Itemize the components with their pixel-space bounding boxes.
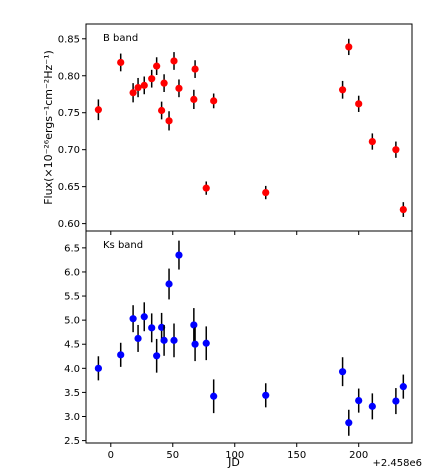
ks-band-data-point bbox=[345, 419, 353, 427]
b-band-y-tick-label: 0.65 bbox=[58, 182, 80, 193]
ks-band-data-point bbox=[129, 315, 137, 323]
b-band-data-point bbox=[134, 83, 142, 92]
b-band-x-ticks bbox=[110, 231, 360, 235]
b-band-data-point bbox=[355, 100, 363, 108]
ks-band-data-point bbox=[94, 364, 102, 372]
ks-band-y-tick-label: 3.5 bbox=[64, 388, 80, 399]
ks-band-data-point bbox=[190, 321, 198, 329]
ks-band-data-point bbox=[368, 402, 376, 410]
y-axis-label: Flux(×10⁻²⁶ergs⁻¹cm⁻²Hz⁻¹) bbox=[42, 50, 55, 205]
ks-band-data-point bbox=[153, 352, 161, 360]
ks-band-data-point bbox=[338, 368, 347, 376]
b-band-y-tick-label: 0.80 bbox=[58, 71, 80, 82]
b-band-data-point bbox=[345, 43, 353, 51]
ks-band-y-tick-label: 4.0 bbox=[64, 364, 80, 375]
ks-band-data-point bbox=[355, 397, 363, 405]
ks-band-data-point bbox=[140, 313, 148, 321]
b-band-data-point bbox=[190, 95, 198, 104]
ks-band-data-point bbox=[210, 392, 218, 400]
ks-band-y-tick-label: 6.5 bbox=[64, 243, 80, 254]
ks-band-data-point bbox=[191, 340, 199, 348]
b-band-label: B band bbox=[103, 33, 138, 44]
b-band-data-point bbox=[170, 57, 178, 65]
ks-band-data-point bbox=[175, 251, 183, 259]
b-band-y-tick-label: 0.70 bbox=[58, 145, 80, 156]
b-band-data-point bbox=[148, 75, 156, 83]
ks-band-x-tick-label: 150 bbox=[287, 450, 306, 461]
ks-band-y-tick-label: 2.5 bbox=[64, 436, 80, 447]
ks-band-label: Ks band bbox=[103, 240, 143, 251]
b-band-y-tick-label: 0.60 bbox=[58, 219, 80, 230]
b-band-data-points bbox=[94, 38, 407, 217]
ks-band-data-point bbox=[202, 339, 210, 347]
ks-band-data-point bbox=[170, 336, 178, 344]
ks-band-y-tick-label: 5.5 bbox=[64, 292, 80, 303]
b-band-data-point bbox=[338, 86, 347, 94]
ks-band-data-point bbox=[134, 334, 142, 343]
b-band-data-point bbox=[399, 205, 407, 214]
ks-band-x-tick-label: 100 bbox=[225, 450, 244, 461]
ks-band-x-tick-label: 50 bbox=[166, 450, 179, 461]
b-band-data-point bbox=[202, 184, 210, 192]
b-band-data-point bbox=[392, 146, 400, 154]
b-band-data-point bbox=[160, 79, 168, 87]
b-band-data-point bbox=[158, 106, 166, 115]
ks-band-x-ticks: 0 50 100 150 200 bbox=[108, 443, 368, 461]
b-band-y-tick-label: 0.85 bbox=[58, 34, 80, 45]
ks-band-y-tick-label: 4.5 bbox=[64, 340, 80, 351]
ks-band-data-points bbox=[94, 240, 407, 436]
b-band-data-point bbox=[210, 97, 218, 105]
b-band-data-point bbox=[262, 188, 270, 197]
b-band-data-point bbox=[94, 106, 102, 114]
b-band-data-point bbox=[153, 62, 161, 70]
ks-band-data-point bbox=[160, 336, 168, 344]
b-band-data-point bbox=[140, 81, 148, 89]
x-axis-label: JD bbox=[227, 456, 240, 469]
b-band-data-point bbox=[165, 117, 173, 125]
ks-band-y-ticks: 2.5 3.0 3.5 4.0 4.5 5.0 5.5 6.0 6.5 bbox=[64, 243, 86, 447]
b-band-data-point bbox=[368, 137, 376, 146]
ks-band-data-point bbox=[165, 280, 173, 288]
b-band-y-ticks: 0.60 0.65 0.70 0.75 0.80 0.85 bbox=[58, 34, 86, 230]
ks-band-x-tick-label: 0 bbox=[108, 450, 114, 461]
ks-band-y-tick-label: 6.0 bbox=[64, 267, 80, 278]
ks-band-plot-frame bbox=[85, 230, 413, 444]
ks-band-data-point bbox=[392, 397, 400, 405]
ks-band-data-point bbox=[148, 324, 156, 332]
x-axis-offset-label: +2.458e6 bbox=[372, 458, 422, 469]
b-band-data-point bbox=[117, 58, 125, 67]
b-band-panel: 0.60 0.65 0.70 0.75 0.80 0.85 B band bbox=[58, 23, 413, 235]
ks-band-data-point bbox=[262, 391, 270, 399]
ks-band-panel: 2.5 3.0 3.5 4.0 4.5 5.0 5.5 6.0 6.5 0 50 100 150 200… bbox=[64, 230, 413, 461]
ks-band-y-tick-label: 5.0 bbox=[64, 316, 80, 327]
ks-band-y-tick-label: 3.0 bbox=[64, 412, 80, 423]
ks-band-data-point bbox=[399, 383, 407, 391]
b-band-data-point bbox=[129, 89, 137, 97]
ks-band-data-point bbox=[117, 351, 125, 359]
b-band-data-point bbox=[191, 65, 199, 73]
b-band-data-point bbox=[175, 84, 183, 92]
ks-band-x-tick-label: 200 bbox=[349, 450, 368, 461]
b-band-y-tick-label: 0.75 bbox=[58, 108, 80, 119]
